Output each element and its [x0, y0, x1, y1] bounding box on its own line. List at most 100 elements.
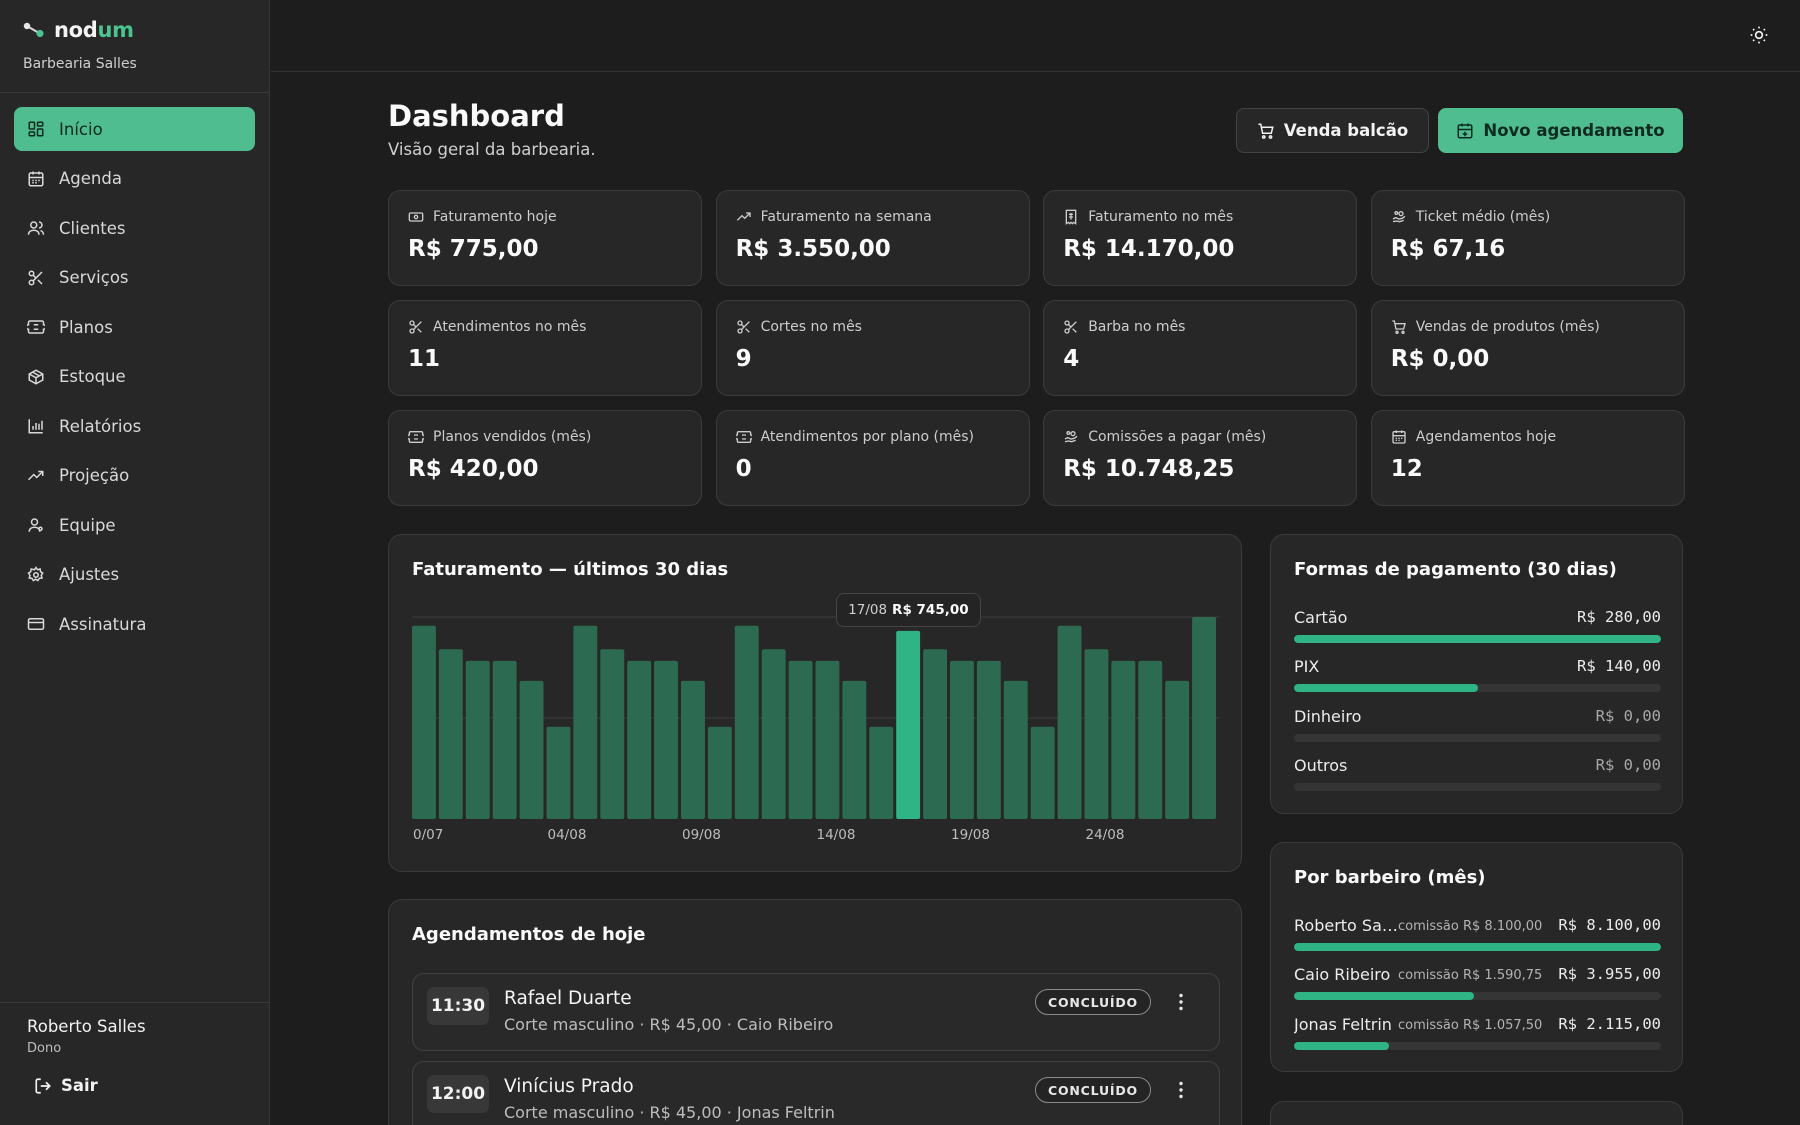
sidebar-item-label: Serviços: [59, 268, 129, 287]
sidebar-item-equipe[interactable]: Equipe: [14, 503, 255, 547]
chart-bar[interactable]: [654, 660, 678, 819]
stat-value: R$ 67,16: [1390, 236, 1506, 262]
per-barber-card: Por barbeiro (mês) Roberto Salles comiss…: [1270, 842, 1683, 1072]
chart-bar[interactable]: [600, 649, 625, 819]
sidebar-item-label: Equipe: [59, 515, 116, 535]
chart-bar[interactable]: [492, 660, 517, 819]
appointment-item[interactable]: 11:30 Rafael Duarte Corte masculino · R$…: [412, 973, 1220, 1051]
chart-bar[interactable]: [976, 660, 1001, 819]
chart-bar[interactable]: [734, 625, 759, 819]
sidebar-item-label: Estoque: [59, 367, 126, 386]
barber-amount: R$ 8.100,00: [1558, 916, 1661, 934]
revenue-bar-chart: 0/07 04/08 09/08 14/08 19/08 24/08: [412, 616, 1219, 843]
cart-icon: [1392, 320, 1406, 334]
sidebar-nav: Início Agenda Clientes Serviços Planos E…: [14, 107, 255, 652]
more-vertical-icon[interactable]: [1169, 1078, 1193, 1102]
sidebar-item-servicos[interactable]: Serviços: [14, 256, 255, 300]
payments-title: Formas de pagamento (30 dias): [1294, 559, 1617, 580]
receipt-icon: [1065, 209, 1077, 225]
payment-amount: R$ 280,00: [1577, 608, 1661, 626]
brand-logo-link[interactable]: nodum: [22, 18, 134, 42]
sidebar-item-assinatura[interactable]: Assinatura: [14, 602, 255, 646]
sidebar-item-estoque[interactable]: Estoque: [14, 355, 255, 399]
more-vertical-icon[interactable]: [1169, 990, 1193, 1014]
chart-bar[interactable]: [1138, 660, 1163, 819]
sidebar-item-relatorios[interactable]: Relatórios: [14, 404, 255, 448]
ticket-icon: [27, 320, 45, 334]
stat-value: 0: [735, 456, 752, 482]
stat-card: Ticket médio (mês) R$ 67,16: [1370, 190, 1685, 286]
sidebar-item-projecao[interactable]: Projeção: [14, 454, 255, 498]
sidebar-item-ajustes[interactable]: Ajustes: [14, 553, 255, 597]
stat-label: Faturamento na semana: [760, 209, 932, 225]
chart-bar[interactable]: [842, 680, 867, 819]
sidebar-item-label: Ajustes: [59, 565, 120, 584]
sidebar-item-label: Planos: [59, 317, 113, 337]
barber-amount: R$ 3.955,00: [1558, 965, 1661, 983]
scissors-icon: [28, 270, 43, 285]
chart-bar[interactable]: [1030, 726, 1055, 819]
hand-coins-icon: [1064, 431, 1078, 443]
chart-bar[interactable]: [412, 625, 436, 819]
ticket-icon: [735, 431, 752, 443]
chart-bar[interactable]: [815, 660, 840, 819]
chart-bar[interactable]: [707, 726, 732, 819]
payment-bar-track: [1294, 635, 1661, 643]
calendar-plus-icon: [1457, 123, 1473, 138]
chart-bar[interactable]: [1192, 617, 1216, 819]
chart-bar[interactable]: [438, 649, 463, 819]
chart-bar[interactable]: [573, 625, 598, 819]
chart-tooltip: 17/08 R$ 745,00: [836, 593, 981, 627]
appointment-time: 12:00: [427, 1075, 489, 1113]
stat-card: Vendas de produtos (mês) R$ 0,00: [1370, 300, 1685, 396]
chart-bar[interactable]: [1111, 660, 1136, 819]
sidebar-item-label: Agenda: [59, 169, 122, 188]
new-appointment-label: Novo agendamento: [1483, 121, 1665, 140]
chart-bar[interactable]: [896, 630, 921, 819]
scissors-icon: [1064, 320, 1077, 334]
barber-bar-fill: [1294, 943, 1661, 951]
ticket-icon: [408, 431, 424, 443]
stat-value: R$ 420,00: [408, 456, 539, 482]
stat-card: Faturamento hoje R$ 775,00: [388, 190, 702, 286]
stat-label: Cortes no mês: [760, 319, 862, 335]
sidebar-divider: [0, 92, 269, 93]
barber-bar-fill: [1294, 992, 1474, 1000]
chart-bar[interactable]: [788, 660, 813, 819]
stat-card: Planos vendidos (mês) R$ 420,00: [388, 410, 702, 506]
chart-bar[interactable]: [1057, 625, 1082, 819]
business-name: Barbearia Salles: [23, 56, 137, 72]
chart-bar[interactable]: [1003, 680, 1028, 819]
sun-icon[interactable]: [1749, 25, 1769, 45]
brand-name: nodum: [54, 18, 134, 42]
chart-bar[interactable]: [681, 680, 705, 819]
sidebar-item-label: Assinatura: [59, 614, 147, 634]
chart-bar[interactable]: [1165, 680, 1190, 819]
trending-up-icon: [27, 470, 44, 480]
new-appointment-button[interactable]: Novo agendamento: [1438, 108, 1683, 153]
chart-bar[interactable]: [465, 660, 490, 819]
logout-button[interactable]: Sair: [34, 1076, 98, 1095]
next-card-peek: [1270, 1101, 1683, 1125]
chart-bar[interactable]: [546, 726, 571, 819]
payment-bar-track: [1294, 734, 1661, 742]
sidebar-item-agenda[interactable]: Agenda: [14, 157, 255, 201]
chart-bar[interactable]: [761, 649, 786, 819]
stat-label: Agendamentos hoje: [1415, 429, 1557, 445]
chart-bar[interactable]: [950, 660, 974, 819]
chart-bar[interactable]: [923, 649, 947, 819]
sidebar-item-planos[interactable]: Planos: [14, 305, 255, 349]
chart-bar[interactable]: [869, 726, 894, 819]
payment-label: Cartão: [1294, 608, 1348, 627]
sidebar-item-clientes[interactable]: Clientes: [14, 206, 255, 250]
stat-value: 11: [408, 346, 441, 372]
x-tick-label: 19/08: [951, 827, 990, 843]
chart-bar[interactable]: [1084, 649, 1109, 819]
stat-label: Atendimentos por plano (mês): [760, 429, 974, 445]
payment-methods-card: Formas de pagamento (30 dias) Cartão R$ …: [1270, 534, 1683, 814]
appointment-item[interactable]: 12:00 Vinícius Prado Corte masculino · R…: [412, 1061, 1220, 1125]
chart-bar[interactable]: [627, 660, 652, 819]
counter-sale-button[interactable]: Venda balcão: [1236, 108, 1429, 153]
chart-bar[interactable]: [519, 680, 544, 819]
sidebar-item-inicio[interactable]: Início: [14, 107, 255, 151]
